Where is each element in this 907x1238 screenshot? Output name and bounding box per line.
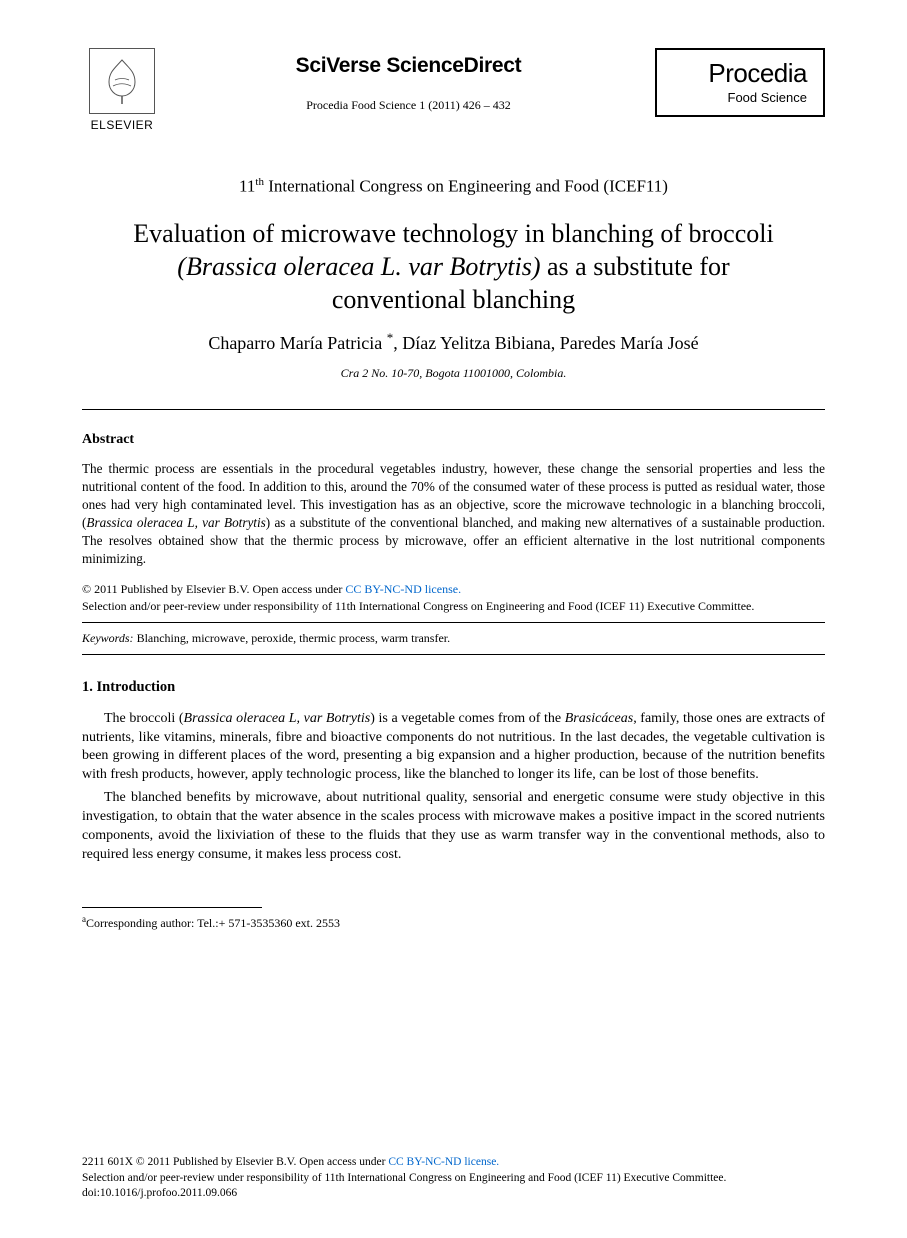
rule-mid2: [82, 654, 825, 655]
abstract-body: The thermic process are essentials in th…: [82, 460, 825, 567]
footnote-rule: [82, 907, 262, 908]
footer-open-access: Open access under: [299, 1156, 388, 1168]
footer-doi: doi:10.1016/j.profoo.2011.09.066: [82, 1187, 237, 1199]
abstract-species: Brassica oleracea L, var Botrytis: [86, 515, 265, 530]
p1-a: The broccoli (: [104, 711, 184, 726]
journal-reference: Procedia Food Science 1 (2011) 426 – 432: [162, 98, 655, 113]
affiliation: Cra 2 No. 10-70, Bogota 11001000, Colomb…: [82, 366, 825, 381]
p1-b: ) is a vegetable comes from of the: [370, 711, 565, 726]
footnote-text: Corresponding author: Tel.:+ 571-3535360…: [86, 916, 340, 930]
footer-peer-review: Selection and/or peer-review under respo…: [82, 1172, 726, 1184]
paper-title: Evaluation of microwave technology in bl…: [82, 217, 825, 317]
corresponding-author-footnote: aCorresponding author: Tel.:+ 571-353536…: [82, 914, 825, 931]
rule-mid1: [82, 622, 825, 623]
intro-para-2: The blanched benefits by microwave, abou…: [82, 789, 825, 865]
keywords-label: Keywords:: [82, 631, 134, 645]
header-center: SciVerse ScienceDirect Procedia Food Sci…: [162, 48, 655, 113]
title-line3: conventional blanching: [332, 285, 575, 314]
footer-license-link[interactable]: CC BY-NC-ND license.: [388, 1156, 499, 1168]
title-line2-rest: as a substitute for: [541, 252, 730, 281]
copyright-prefix: © 2011 Published by Elsevier B.V.: [82, 582, 252, 596]
peer-review-line: Selection and/or peer-review under respo…: [82, 599, 754, 613]
title-italic: (Brassica oleracea L. var Botrytis): [177, 252, 540, 281]
congress-line: 11th International Congress on Engineeri…: [82, 176, 825, 197]
abstract-heading: Abstract: [82, 432, 825, 448]
p1-i2: Brasicáceas: [565, 711, 633, 726]
procedia-subtitle: Food Science: [673, 90, 807, 105]
platform-line: SciVerse ScienceDirect: [162, 54, 655, 78]
footer-issn: 2211 601X © 2011 Published by Elsevier B…: [82, 1156, 299, 1168]
title-line1: Evaluation of microwave technology in bl…: [133, 219, 773, 248]
header-band: ELSEVIER SciVerse ScienceDirect Procedia…: [82, 48, 825, 132]
license-link[interactable]: CC BY-NC-ND license.: [345, 582, 461, 596]
procedia-title: Procedia: [673, 60, 807, 86]
publisher-block: ELSEVIER: [82, 48, 162, 132]
elsevier-tree-icon: [89, 48, 155, 114]
publisher-label: ELSEVIER: [91, 118, 154, 132]
section-1-heading: 1. Introduction: [82, 679, 825, 696]
keywords-line: Keywords: Blanching, microwave, peroxide…: [82, 631, 825, 646]
keywords-body: Blanching, microwave, peroxide, thermic …: [134, 631, 451, 645]
authors-line: Chaparro María Patricia *, Díaz Yelitza …: [82, 330, 825, 354]
copyright-block: © 2011 Published by Elsevier B.V. Open a…: [82, 581, 825, 613]
procedia-box: Procedia Food Science: [655, 48, 825, 117]
rule-top: [82, 409, 825, 410]
intro-para-1: The broccoli (Brassica oleracea L, var B…: [82, 710, 825, 786]
open-access-label: Open access under: [252, 582, 345, 596]
p1-i1: Brassica oleracea L, var Botrytis: [184, 711, 371, 726]
page-footer: 2211 601X © 2011 Published by Elsevier B…: [82, 1155, 825, 1202]
